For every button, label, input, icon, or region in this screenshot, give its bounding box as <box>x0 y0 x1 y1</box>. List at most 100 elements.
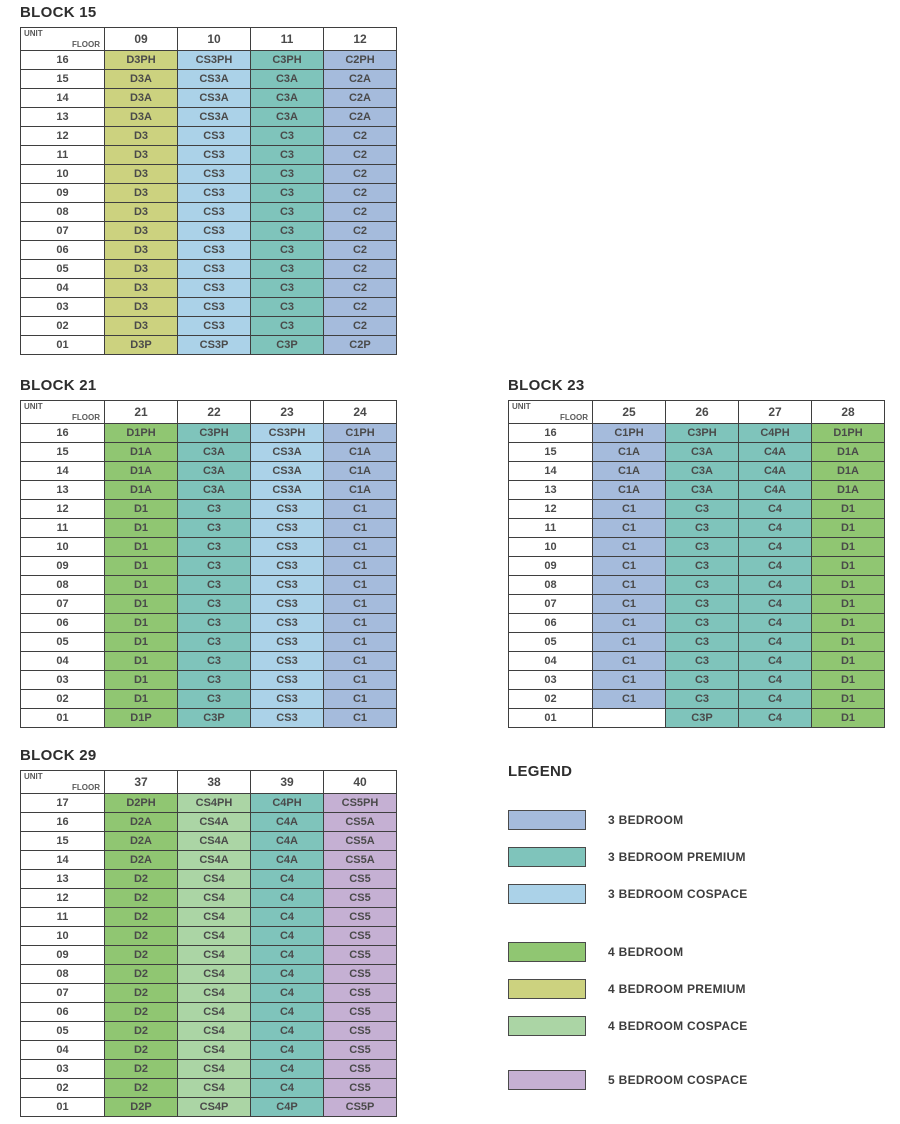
unit-cell: CS5 <box>323 926 397 946</box>
unit-cell: C4PH <box>738 423 812 443</box>
floor-cell: 11 <box>20 907 105 927</box>
unit-cell: D3 <box>104 183 178 203</box>
unit-cell: C1 <box>323 594 397 614</box>
unit-cell: C3A <box>250 107 324 127</box>
unit-cell: CS5 <box>323 907 397 927</box>
unit-cell: D1P <box>104 708 178 728</box>
block-21: BLOCK 21 UNIT FLOOR 21 22 23 24 16 D1PH C3PH CS3P… <box>20 377 397 728</box>
unit-cell: D3 <box>104 126 178 146</box>
unit-cell: D2 <box>104 983 178 1003</box>
unit-cell: C2 <box>323 316 397 336</box>
floor-cell: 07 <box>20 594 105 614</box>
corner-unit-label: UNIT <box>512 402 531 411</box>
unit-cell: C1A <box>323 480 397 500</box>
unit-cell: C3 <box>177 651 251 671</box>
floor-row: 04 D2 CS4 C4 CS5 <box>20 1040 397 1060</box>
unit-cell: C1A <box>592 480 666 500</box>
floor-cell: 09 <box>20 556 105 576</box>
unit-cell: D2 <box>104 1078 178 1098</box>
floor-cell: 07 <box>20 983 105 1003</box>
floor-cell: 08 <box>508 575 593 595</box>
unit-cell: D2 <box>104 1002 178 1022</box>
unit-cell: C3PH <box>665 423 739 443</box>
block-29: BLOCK 29 UNIT FLOOR 37 38 39 40 17 D2PH CS4PH C4P… <box>20 747 397 1117</box>
unit-cell: CS4PH <box>177 793 251 813</box>
unit-column-header: 38 <box>177 770 251 794</box>
unit-cell: C3 <box>177 594 251 614</box>
floor-cell: 14 <box>20 850 105 870</box>
unit-cell: CS3P <box>177 335 251 355</box>
unit-cell: C4A <box>250 831 324 851</box>
unit-cell: C1 <box>592 594 666 614</box>
unit-cell: C4 <box>738 556 812 576</box>
unit-cell: C1 <box>323 575 397 595</box>
floor-cell: 13 <box>20 869 105 889</box>
unit-cell: D3A <box>104 88 178 108</box>
corner-unit-label: UNIT <box>24 29 43 38</box>
floor-cell: 01 <box>20 708 105 728</box>
floor-cell: 09 <box>20 945 105 965</box>
floor-row: 13 D1A C3A CS3A C1A <box>20 480 397 500</box>
unit-cell: D1A <box>811 461 885 481</box>
floor-row: 02 D3 CS3 C3 C2 <box>20 316 397 336</box>
floor-row: 08 D1 C3 CS3 C1 <box>20 575 397 595</box>
floor-cell: 04 <box>20 651 105 671</box>
block-23: BLOCK 23 UNIT FLOOR 25 26 27 28 16 C1PH C3PH C4PH… <box>508 377 885 728</box>
unit-cell: C4P <box>250 1097 324 1117</box>
unit-cell: C2A <box>323 107 397 127</box>
unit-cell: D1A <box>104 480 178 500</box>
unit-cell: D1 <box>104 499 178 519</box>
floor-cell: 15 <box>508 442 593 462</box>
floor-cell: 08 <box>20 575 105 595</box>
unit-cell: C3 <box>177 670 251 690</box>
unit-cell: D1PH <box>811 423 885 443</box>
unit-cell: C3A <box>665 461 739 481</box>
unit-cell: D3 <box>104 259 178 279</box>
unit-cell: C4 <box>250 964 324 984</box>
floor-row: 07 D3 CS3 C3 C2 <box>20 221 397 241</box>
unit-cell: CS5P <box>323 1097 397 1117</box>
unit-cell: C1 <box>323 708 397 728</box>
floor-row: 11 D1 C3 CS3 C1 <box>20 518 397 538</box>
unit-cell: CS3 <box>250 575 324 595</box>
unit-cell: C1A <box>592 461 666 481</box>
unit-cell: C4 <box>738 518 812 538</box>
unit-cell: D1 <box>811 651 885 671</box>
unit-cell: D1 <box>811 575 885 595</box>
legend-label: 3 BEDROOM COSPACE <box>608 887 748 901</box>
unit-cell: C4 <box>738 537 812 557</box>
floor-row: 02 C1 C3 C4 D1 <box>508 689 885 709</box>
unit-cell: C1 <box>323 613 397 633</box>
unit-cell: C3 <box>250 202 324 222</box>
unit-cell: CS3PH <box>250 423 324 443</box>
unit-cell: D1 <box>811 708 885 728</box>
unit-cell: CS3A <box>250 461 324 481</box>
unit-cell: D2A <box>104 831 178 851</box>
floor-row: 03 C1 C3 C4 D1 <box>508 670 885 690</box>
corner-floor-label: FLOOR <box>72 413 100 422</box>
floor-row: 09 D3 CS3 C3 C2 <box>20 183 397 203</box>
unit-cell: CS5 <box>323 964 397 984</box>
unit-cell: CS3 <box>177 183 251 203</box>
unit-cell: D2A <box>104 850 178 870</box>
unit-cell: C3 <box>250 145 324 165</box>
unit-cell: C4 <box>250 983 324 1003</box>
unit-column-header: 37 <box>104 770 178 794</box>
unit-cell: C3 <box>665 670 739 690</box>
unit-cell: C3 <box>250 183 324 203</box>
floor-cell: 14 <box>20 461 105 481</box>
unit-cell: C1 <box>323 670 397 690</box>
unit-cell: C3A <box>250 69 324 89</box>
unit-cell: C2A <box>323 69 397 89</box>
unit-cell: D2P <box>104 1097 178 1117</box>
unit-cell: C1 <box>323 632 397 652</box>
unit-cell: CS4 <box>177 964 251 984</box>
floor-cell: 03 <box>20 1059 105 1079</box>
unit-cell: C4 <box>738 708 812 728</box>
floor-cell: 15 <box>20 69 105 89</box>
unit-cell: CS4 <box>177 888 251 908</box>
unit-cell: CS3 <box>250 556 324 576</box>
floor-cell: 11 <box>20 145 105 165</box>
floor-cell: 06 <box>20 613 105 633</box>
unit-column-header: 25 <box>592 400 666 424</box>
